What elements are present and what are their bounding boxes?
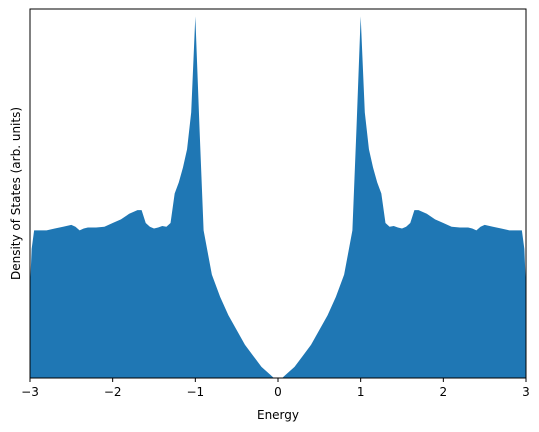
x-tick-label: −3: [21, 385, 39, 399]
y-axis-label: Density of States (arb. units): [9, 107, 23, 280]
x-tick-label: 3: [522, 385, 530, 399]
plot-area: [30, 16, 526, 378]
x-tick-label: 0: [274, 385, 282, 399]
x-tick-label: 1: [357, 385, 365, 399]
x-tick-label: −2: [104, 385, 122, 399]
x-tick-label: −1: [186, 385, 204, 399]
x-axis: −3 −2 −1 0 1 2 3: [21, 378, 530, 399]
x-axis-label: Energy: [257, 408, 299, 422]
dos-area-series-0: [30, 16, 526, 378]
x-tick-label: 2: [440, 385, 448, 399]
